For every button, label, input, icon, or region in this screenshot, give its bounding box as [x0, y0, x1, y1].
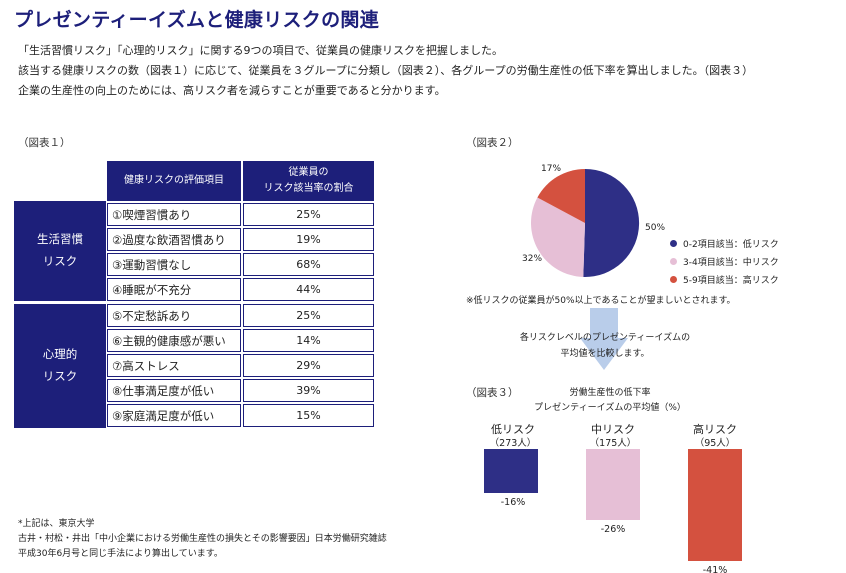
- arrow-text-line2: 平均値を比較します。: [560, 349, 650, 359]
- page-title: プレゼンティーイズムと健康リスクの関連: [14, 9, 379, 31]
- footnote-line-2: 古井・村松・井出「中小企業における労働生産性の損失とその影響要因」日本労働研究雑…: [18, 534, 387, 544]
- bar-value-mid: -26%: [600, 523, 626, 535]
- bar-low-risk: [484, 449, 538, 493]
- table-row-rate: 29%: [243, 354, 374, 377]
- bar-value-low: -16%: [500, 496, 526, 508]
- legend-label-low: 0-2項目該当：低リスク: [683, 240, 779, 250]
- legend-dot-low: [670, 240, 677, 247]
- down-arrow-icon: [580, 308, 628, 370]
- table-row-item: ⑦高ストレス: [107, 354, 241, 377]
- group-lifestyle-line2: リスク: [42, 254, 78, 268]
- fig2-note: ※低リスクの従業員が50%以上であることが望ましいとされます。: [466, 296, 736, 306]
- group-lifestyle-risk: 生活習慣 リスク: [14, 201, 106, 301]
- bar-count-high: （95人）: [694, 438, 736, 449]
- fig2-label: （図表２）: [466, 137, 519, 149]
- pie-slice-low-risk: [583, 168, 640, 277]
- table-header-rate-line2: リスク該当率の割合: [263, 183, 354, 194]
- bar-value-high: -41%: [702, 564, 728, 573]
- pie-legend: 0-2項目該当：低リスク 3-4項目該当：中リスク 5-9項目該当：高リスク: [670, 237, 779, 286]
- table-row-item: ③運動習慣なし: [107, 253, 241, 276]
- fig3-title-line2: プレゼンティーイズムの平均値（%）: [534, 403, 686, 413]
- risk-pie-chart: [531, 168, 640, 277]
- intro-line-1: 「生活習慣リスク」「心理的リスク」に関する9つの項目で、従業員の健康リスクを把握…: [18, 44, 504, 57]
- legend-dot-mid: [670, 258, 677, 265]
- fig1-label: （図表１）: [18, 137, 71, 149]
- bar-count-mid: （175人）: [589, 438, 637, 449]
- footnote-line-1: *上記は、東京大学: [18, 519, 95, 529]
- group-psychological-line1: 心理的: [42, 347, 78, 362]
- intro-line-3: 企業の生産性の向上のためには、高リスク者を減らすことが重要であると分かります。: [18, 84, 446, 97]
- table-row-rate: 15%: [243, 404, 374, 427]
- table-row-rate: 68%: [243, 253, 374, 276]
- legend-item-mid: 3-4項目該当：中リスク: [670, 255, 779, 268]
- pie-slice-high-risk: [537, 169, 585, 223]
- table-row-rate: 44%: [243, 278, 374, 301]
- pie-slice-mid-risk: [531, 197, 585, 277]
- table-row-rate: 25%: [243, 203, 374, 226]
- table-row-item: ②過度な飲酒習慣あり: [107, 228, 241, 251]
- fig3-title-line1: 労働生産性の低下率: [569, 388, 651, 398]
- table-row-item: ①喫煙習慣あり: [107, 203, 241, 226]
- group-psychological-risk: 心理的 リスク: [14, 304, 106, 428]
- legend-label-high: 5-9項目該当：高リスク: [683, 276, 779, 286]
- table-header-rate-line1: 従業員の: [288, 167, 329, 178]
- intro-line-2: 該当する健康リスクの数（図表１）に応じて、従業員を３グループに分類し（図表２）、…: [18, 64, 754, 77]
- arrow-text-line1: 各リスクレベルのプレゼンティーイズムの: [519, 333, 691, 343]
- bar-high-risk: [688, 449, 742, 561]
- bar-name-low: 低リスク: [491, 423, 535, 436]
- bar-mid-risk: [586, 449, 640, 520]
- table-row-rate: 19%: [243, 228, 374, 251]
- pie-label-low: 50%: [645, 223, 666, 233]
- table-row-item: ⑧仕事満足度が低い: [107, 379, 241, 402]
- bar-count-low: （273人）: [489, 438, 537, 449]
- bar-name-high: 高リスク: [693, 423, 737, 436]
- down-arrow-shape: [580, 308, 628, 370]
- legend-item-low: 0-2項目該当：低リスク: [670, 237, 779, 250]
- group-psychological-line2: リスク: [42, 369, 78, 383]
- table-row-rate: 14%: [243, 329, 374, 352]
- legend-item-high: 5-9項目該当：高リスク: [670, 273, 779, 286]
- group-lifestyle-line1: 生活習慣: [37, 232, 83, 247]
- table-row-item: ⑥主観的健康感が悪い: [107, 329, 241, 352]
- table-row-item: ⑤不定愁訴あり: [107, 304, 241, 327]
- pie-label-mid: 32%: [522, 254, 543, 264]
- footnote-line-3: 平成30年6月号と同じ手法により算出しています。: [18, 549, 223, 559]
- table-row-rate: 25%: [243, 304, 374, 327]
- legend-dot-high: [670, 276, 677, 283]
- bar-name-mid: 中リスク: [591, 423, 635, 436]
- pie-label-high: 17%: [541, 164, 562, 174]
- table-header-rate: 従業員の リスク該当率の割合: [243, 161, 374, 201]
- table-row-item: ⑨家庭満足度が低い: [107, 404, 241, 427]
- table-header-item: 健康リスクの評価項目: [107, 161, 241, 201]
- table-row-item: ④睡眠が不充分: [107, 278, 241, 301]
- fig3-label: （図表３）: [466, 387, 519, 399]
- table-row-rate: 39%: [243, 379, 374, 402]
- legend-label-mid: 3-4項目該当：中リスク: [683, 258, 779, 268]
